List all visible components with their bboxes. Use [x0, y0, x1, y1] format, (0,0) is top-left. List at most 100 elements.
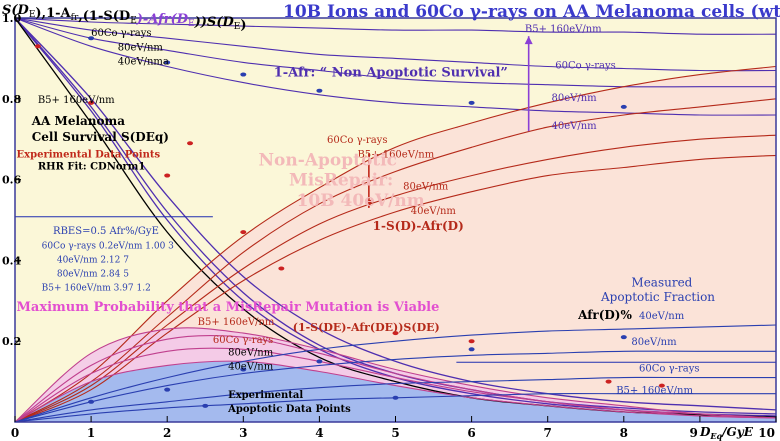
annotation: Apoptotic Data Points — [227, 404, 351, 415]
annotation: RHR Fit: CDNorm1 — [38, 162, 146, 173]
x-tick-label: 3 — [239, 426, 247, 440]
data-point — [164, 387, 171, 392]
y-axis-label-part: ))S(D — [194, 15, 235, 30]
annotation: 60Co γ-rays — [91, 28, 151, 39]
annotation: 40eV/nm — [228, 361, 274, 372]
annotation: 60Co γ-rays — [639, 364, 699, 375]
series-line-misrepair — [14, 134, 777, 423]
annotation: 40eV/nm — [639, 311, 685, 322]
series-line-apoptotic — [14, 350, 776, 423]
axes: 0 1 2 3 4 5 6 7 8 9 10 1.0 0.8 0.6 0.4 0.2 — [2, 12, 777, 440]
annotation: 60Co γ-rays — [327, 135, 387, 146]
series-line-nonapoptotic — [14, 17, 777, 72]
annotation: Maximum Probability that a MisRepair Mut… — [17, 300, 440, 315]
x-tick-label: 1 — [87, 426, 95, 440]
annotation: 80eV/nm 2.84 5 — [57, 270, 129, 280]
annotation: 40eV/nm — [411, 206, 457, 217]
y-axis-label-part: fr — [71, 13, 79, 23]
annotation: RBES=0.5 Afr%/GyE — [53, 226, 159, 237]
annotation: 10B 40eV/nm — [297, 191, 425, 211]
data-point — [187, 141, 194, 146]
series-line-viable — [14, 327, 777, 423]
annotation: Cell Survival S(DEq) — [32, 130, 169, 144]
annotation: (1-S(DE)-Afr(DE))S(DE) — [293, 321, 440, 334]
data-point — [34, 44, 41, 49]
chart-title: 10B Ions and 60Co γ-rays on AA Melanoma … — [283, 2, 780, 22]
series-line-misrepair — [14, 65, 777, 423]
y-axis-label-part: )-Afr(D — [136, 12, 189, 27]
data-point — [605, 379, 612, 384]
annotation: 60Co γ-rays 0.2eV/nm 1.00 3 — [42, 241, 175, 251]
annotation: 80eV/nm — [228, 347, 274, 358]
x-tick-label: 8 — [620, 426, 628, 440]
annotation: Apoptotic Fraction — [600, 290, 715, 304]
data-point — [468, 100, 475, 105]
annotation: 1-S(D)-Afr(D) — [373, 219, 464, 233]
x-tick-label: 6 — [467, 426, 475, 440]
annotation: 80eV/nm — [552, 93, 598, 104]
series-line-viable — [14, 360, 777, 423]
y-axis-label: S(DE),1-Afr,(1-S(DE)-Afr(DE))S(DE) — [2, 3, 246, 33]
y-axis-label-part: E — [29, 10, 36, 20]
y-axis-label-part: S(D — [2, 3, 30, 18]
data-point — [88, 36, 95, 41]
data-point — [164, 173, 171, 178]
series-line-nonapoptotic — [14, 17, 776, 88]
x-tick-label: 0 — [11, 426, 19, 440]
data-point — [620, 335, 627, 340]
annotation: MisRepair: — [289, 171, 393, 191]
annotation: 40eV/nm 2.12 7 — [57, 255, 129, 265]
data-point — [316, 88, 323, 93]
reference-lines — [15, 216, 776, 363]
y-axis-label-part: E — [234, 22, 241, 32]
annotation: Afr(D)% — [577, 308, 632, 322]
x-axis-label-part: /GyE — [721, 425, 754, 439]
series-line-viable — [14, 347, 777, 423]
annotation: B5+ 160eV/nm — [198, 317, 275, 328]
annotation: 80eV/nm — [118, 42, 164, 53]
y-axis-label-part: ),1-A — [35, 6, 71, 21]
data-point — [202, 403, 209, 408]
x-tick-label: 4 — [315, 426, 323, 440]
x-tick-label: 5 — [391, 426, 399, 440]
x-axis-label: DEq/GyE — [699, 425, 754, 441]
data-point — [620, 104, 627, 109]
x-axis-label-part: D — [699, 425, 711, 439]
y-tick-label: 0.4 — [2, 254, 21, 267]
y-tick-label: 0.2 — [2, 335, 21, 348]
annotation: B5+ 160eV/nm — [357, 149, 434, 160]
x-tick-label: 10 — [758, 426, 775, 440]
annotation: B5+ 160eV/nm — [38, 95, 115, 106]
annotation: 1-Afr: “ Non Apoptotic Survival” — [274, 66, 508, 81]
y-tick-label: 0.6 — [2, 174, 21, 187]
series-line-survival — [14, 17, 777, 415]
series-line-nonapoptotic — [14, 17, 777, 116]
y-axis-label-part: E — [188, 19, 195, 29]
annotation: Experimental — [228, 390, 303, 401]
data-point — [240, 367, 247, 372]
x-axis-label-part: Eq — [709, 431, 722, 441]
shaded-regions — [15, 18, 776, 422]
data-point — [658, 383, 665, 388]
data-point — [392, 395, 399, 400]
data-point — [240, 230, 247, 235]
annotation: Non-Apoptotic — [259, 150, 397, 170]
arrow-head — [524, 36, 533, 45]
x-tick-label: 9 — [690, 426, 698, 440]
data-point — [164, 60, 171, 65]
series-line-misrepair — [14, 98, 777, 423]
annotation: 60Co γ-rays — [555, 61, 615, 72]
data-point — [468, 339, 475, 344]
series-line-nonapoptotic — [14, 17, 777, 35]
data-point — [278, 266, 285, 271]
annotation: B5+ 160eV/nm 3.97 1.2 — [42, 284, 151, 294]
annotation: 40eV/nm — [552, 121, 598, 132]
series-line-misrepair — [14, 154, 777, 423]
y-tick-label: 0.8 — [2, 93, 21, 106]
annotation: 80eV/nm — [631, 337, 677, 348]
annotation: B5+ 160eV/nm — [525, 24, 602, 35]
data-point — [240, 72, 247, 77]
data-point — [88, 100, 95, 105]
